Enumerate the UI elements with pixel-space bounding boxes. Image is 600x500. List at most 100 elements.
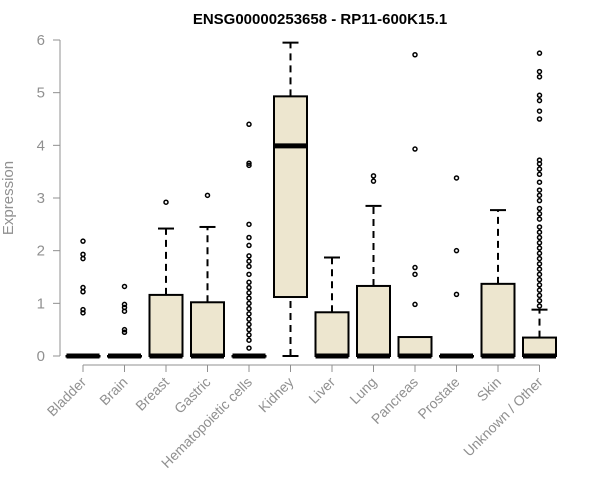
outlier-point bbox=[246, 271, 252, 278]
outlier-point bbox=[246, 321, 252, 328]
outlier-point bbox=[536, 92, 543, 99]
box-group bbox=[356, 173, 391, 359]
chart-title: ENSG00000253658 - RP11-600K15.1 bbox=[193, 11, 447, 28]
outlier-point bbox=[412, 264, 418, 271]
y-tick-label: 6 bbox=[37, 32, 45, 49]
outlier-point bbox=[536, 292, 543, 299]
outlier-point bbox=[536, 287, 543, 293]
box-group bbox=[480, 209, 516, 359]
outlier-point bbox=[536, 224, 543, 230]
box-group bbox=[522, 50, 557, 359]
y-tick-label: 2 bbox=[37, 243, 45, 260]
outlier-point bbox=[536, 171, 543, 178]
y-tick-label: 4 bbox=[37, 137, 45, 154]
outlier-point bbox=[246, 162, 252, 169]
outlier-point bbox=[246, 221, 252, 228]
outlier-point bbox=[246, 332, 252, 338]
outlier-point bbox=[536, 192, 543, 199]
x-tick-label: Breast bbox=[132, 374, 172, 414]
outlier-point bbox=[536, 68, 543, 75]
outlier-point bbox=[536, 205, 543, 212]
outlier-point bbox=[536, 303, 543, 309]
boxes bbox=[65, 41, 557, 359]
outlier-point bbox=[80, 284, 86, 291]
box-group bbox=[439, 175, 474, 359]
outlier-point bbox=[80, 255, 86, 262]
outlier-point bbox=[80, 310, 86, 316]
outlier-point bbox=[536, 234, 543, 241]
outlier-point bbox=[536, 116, 543, 122]
box-group bbox=[148, 199, 184, 359]
outlier-point bbox=[204, 192, 211, 199]
outlier-point bbox=[121, 304, 128, 311]
x-tick-label: Liver bbox=[305, 374, 338, 407]
x-tick-label: Unknown / Other bbox=[460, 374, 546, 460]
outlier-point bbox=[536, 245, 543, 251]
outlier-point bbox=[246, 279, 252, 286]
box-group bbox=[273, 41, 308, 357]
box bbox=[314, 311, 350, 357]
outlier-point bbox=[536, 261, 543, 267]
box-group bbox=[397, 51, 433, 359]
outlier-point bbox=[536, 211, 543, 217]
y-tick-label: 1 bbox=[37, 295, 45, 312]
y-tick-label: 5 bbox=[37, 85, 45, 102]
outlier-point bbox=[246, 121, 252, 128]
box-group bbox=[314, 256, 350, 359]
box bbox=[356, 284, 391, 358]
x-tick-label: Brain bbox=[96, 374, 130, 408]
outlier-point bbox=[246, 316, 252, 322]
x-tick-label: Skin bbox=[474, 374, 505, 405]
box bbox=[480, 282, 516, 358]
outlier-point bbox=[536, 250, 543, 257]
outlier-point bbox=[536, 255, 543, 262]
outlier-point bbox=[246, 311, 252, 317]
outlier-point bbox=[246, 295, 252, 301]
box bbox=[273, 95, 308, 299]
outlier-point bbox=[246, 300, 252, 307]
box-group bbox=[65, 238, 101, 359]
outlier-point bbox=[536, 240, 543, 246]
x-tick-label: Bladder bbox=[44, 374, 90, 420]
outlier-point bbox=[246, 290, 252, 296]
box-group bbox=[231, 121, 267, 359]
outlier-point bbox=[536, 179, 543, 185]
outlier-point bbox=[163, 199, 169, 205]
box bbox=[148, 293, 184, 358]
box bbox=[190, 301, 225, 357]
outlier-point bbox=[246, 160, 252, 166]
outlier-point bbox=[536, 108, 543, 114]
outlier-point bbox=[370, 178, 377, 184]
outlier-point bbox=[412, 146, 418, 152]
outlier-point bbox=[80, 306, 86, 313]
outlier-point bbox=[121, 283, 128, 290]
outlier-point bbox=[536, 266, 543, 272]
y-tick-label: 3 bbox=[37, 190, 45, 207]
box bbox=[397, 336, 433, 358]
outlier-point bbox=[80, 288, 86, 295]
outlier-point bbox=[453, 175, 460, 181]
y-tick-label: 0 bbox=[37, 348, 45, 365]
outlier-point bbox=[80, 238, 86, 244]
box bbox=[522, 336, 557, 358]
x-tick-label: Kidney bbox=[255, 374, 297, 416]
outlier-point bbox=[536, 74, 543, 80]
outlier-point bbox=[536, 197, 543, 204]
outlier-point bbox=[453, 291, 460, 298]
outlier-point bbox=[246, 234, 252, 241]
outlier-point bbox=[536, 166, 543, 172]
y-axis-label: Expression bbox=[0, 161, 17, 235]
outlier-point bbox=[536, 297, 543, 304]
outlier-point bbox=[246, 263, 252, 270]
outlier-point bbox=[536, 157, 543, 163]
outlier-point bbox=[536, 97, 543, 104]
outlier-point bbox=[246, 326, 252, 333]
outlier-point bbox=[121, 329, 128, 336]
box-group bbox=[190, 192, 225, 359]
outlier-point bbox=[536, 216, 543, 222]
x-tick-label: Lung bbox=[346, 374, 379, 407]
outlier-point bbox=[246, 242, 252, 249]
outlier-point bbox=[121, 301, 128, 308]
